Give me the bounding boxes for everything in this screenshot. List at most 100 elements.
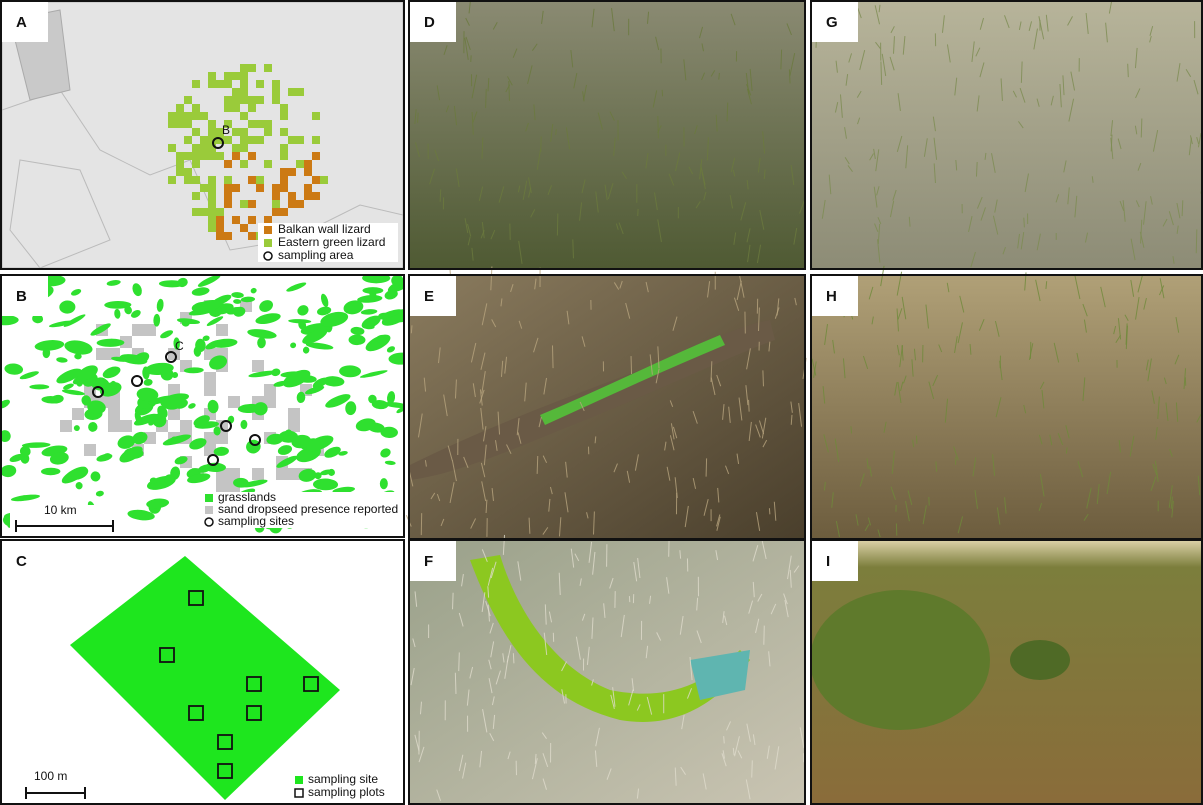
grid-cell [280,144,288,152]
grid-cell [216,216,224,224]
panel-label: B [16,288,27,305]
texture [573,239,574,258]
grid-cell [192,104,200,112]
panel-label: E [424,288,434,305]
texture [537,456,538,474]
grid-cell [272,208,280,216]
grid-cell [256,184,264,192]
grid-cell [296,200,304,208]
grid-cell [256,136,264,144]
texture [513,653,514,663]
legend-text: sampling area [278,248,354,262]
grid-cell [192,208,200,216]
grid-cell [232,128,240,136]
grid-cell [208,152,216,160]
grid-cell [240,224,248,232]
grid-cell [264,216,272,224]
grid-cell [288,192,296,200]
legend-swatch [205,506,213,514]
grid-cell [176,152,184,160]
map-label: B [222,123,230,137]
grid-cell [296,136,304,144]
grid-cell [288,468,300,480]
grid-cell [272,96,280,104]
grid-cell [184,168,192,176]
panel-label: I [826,553,830,570]
grid-cell [272,200,280,208]
grid-cell [280,152,288,160]
grid-cell [168,120,176,128]
grid-cell [256,176,264,184]
grid-cell [264,128,272,136]
grid-cell [248,232,256,240]
texture [552,345,553,368]
texture [1196,229,1197,253]
grid-cell [272,88,280,96]
texture [418,113,419,123]
grid-cell [240,72,248,80]
map-region: Cgrasslandssand dropseed presence report… [0,271,414,536]
grid-cell [192,112,200,120]
texture [631,356,632,374]
grid-cell [200,112,208,120]
grid-cell [208,208,216,216]
grid-cell [120,420,132,432]
grid-cell [276,468,288,480]
grid-cell [72,408,84,420]
texture [509,81,510,101]
grid-cell [224,176,232,184]
grid-cell [240,64,248,72]
grid-cell [192,80,200,88]
grid-cell [224,192,232,200]
grid-cell [60,420,72,432]
grid-cell [168,408,180,420]
legend-swatch [264,239,272,247]
grid-cell [240,128,248,136]
grid-cell [176,120,184,128]
grid-cell [176,112,184,120]
grid-cell [296,88,304,96]
grid-cell [272,184,280,192]
grid-cell [180,420,192,432]
grid-cell [272,192,280,200]
grid-cell [216,232,224,240]
grid-cell [192,128,200,136]
grid-cell [200,136,208,144]
panel-label-bg [812,541,858,581]
scale-label: 10 km [44,503,77,517]
legend-text: sampling site [308,772,378,786]
grid-cell [248,96,256,104]
grid-cell [168,144,176,152]
legend-swatch [205,494,213,502]
map-label: C [175,339,184,353]
grid-cell [200,184,208,192]
map-europe: BBalkan wall lizardEastern green lizards… [2,2,403,268]
grid-cell [248,136,256,144]
texture [595,436,596,443]
texture [455,673,456,694]
grid-cell [132,324,144,336]
grid-cell [320,176,328,184]
grid-cell [280,112,288,120]
grid-cell [240,96,248,104]
panel-label: D [424,14,435,31]
grid-cell [224,184,232,192]
legend-text: sampling plots [308,785,385,799]
grid-cell [200,152,208,160]
grid-cell [248,176,256,184]
grid-cell [288,88,296,96]
legend-swatch [264,226,272,234]
texture [459,652,460,671]
grid-cell [280,176,288,184]
grid-cell [240,160,248,168]
grid-cell [184,120,192,128]
grid-cell [192,192,200,200]
grid-cell [280,128,288,136]
grid-cell [224,200,232,208]
grid-cell [184,96,192,104]
texture [727,103,728,122]
legend-text: sampling sites [218,514,294,528]
grid-cell [216,80,224,88]
panel-label: C [16,553,27,570]
grid-cell [304,192,312,200]
